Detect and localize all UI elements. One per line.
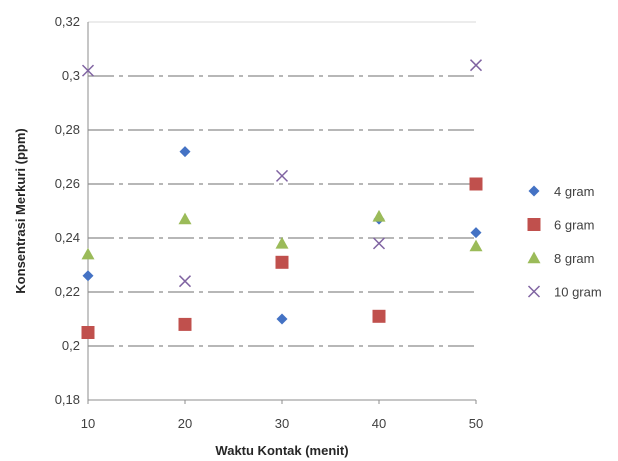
legend-label: 6 gram — [554, 218, 594, 233]
x-tick-label: 10 — [81, 416, 95, 431]
axes — [87, 22, 477, 404]
data-point-4-gram — [179, 146, 191, 158]
data-point-8-gram — [469, 239, 483, 252]
data-point-10-gram — [178, 275, 192, 288]
legend: 4 gram 6 gram 8 gram 10 gram — [527, 184, 602, 300]
x-stroke — [81, 64, 95, 77]
x-stroke — [372, 237, 386, 250]
data-points — [81, 59, 483, 339]
y-tick-label: 0,22 — [55, 284, 80, 299]
data-point-10-gram — [469, 59, 483, 72]
data-point-6-gram — [81, 326, 95, 339]
y-tick-labels: 0,18 0,2 0,22 0,24 0,26 0,28 0,3 0,32 — [55, 14, 80, 407]
legend-marker — [527, 251, 541, 264]
y-tick-label: 0,18 — [55, 392, 80, 407]
x-tick-label: 50 — [469, 416, 483, 431]
data-point-6-gram — [469, 177, 483, 191]
data-point-6-gram — [178, 317, 192, 331]
legend-label: 10 gram — [554, 285, 602, 300]
y-tick-label: 0,2 — [62, 338, 80, 353]
grid-lines — [88, 21, 476, 347]
legend-label: 8 gram — [554, 251, 594, 266]
x-stroke — [178, 275, 192, 288]
data-point-4-gram — [470, 227, 482, 239]
data-point-4-gram — [82, 270, 94, 282]
data-point-8-gram — [81, 247, 95, 260]
y-axis-title: Konsentrasi Merkuri (ppm) — [13, 128, 28, 293]
x-tick-label: 30 — [275, 416, 289, 431]
data-point-10-gram — [372, 237, 386, 250]
data-point-10-gram — [275, 169, 289, 182]
x-axis-title: Waktu Kontak (menit) — [215, 443, 348, 458]
data-point-10-gram — [81, 64, 95, 77]
y-tick-label: 0,32 — [55, 14, 80, 29]
legend-marker — [528, 185, 540, 197]
data-point-6-gram — [372, 309, 386, 323]
y-tick-label: 0,24 — [55, 230, 80, 245]
data-point-8-gram — [372, 209, 386, 222]
y-tick-label: 0,26 — [55, 176, 80, 191]
legend-marker — [527, 285, 541, 298]
x-stroke — [469, 59, 483, 72]
x-tick-label: 20 — [178, 416, 192, 431]
legend-marker — [527, 218, 541, 231]
x-tick-labels: 10 20 30 40 50 — [81, 416, 483, 431]
x-tick-label: 40 — [372, 416, 386, 431]
y-tick-label: 0,3 — [62, 68, 80, 83]
legend-label: 4 gram — [554, 184, 594, 199]
data-point-8-gram — [178, 212, 192, 225]
x-stroke — [527, 285, 541, 298]
y-tick-label: 0,28 — [55, 122, 80, 137]
data-point-6-gram — [275, 255, 289, 269]
x-stroke — [275, 169, 289, 182]
data-point-4-gram — [276, 313, 288, 325]
data-point-8-gram — [275, 236, 289, 249]
